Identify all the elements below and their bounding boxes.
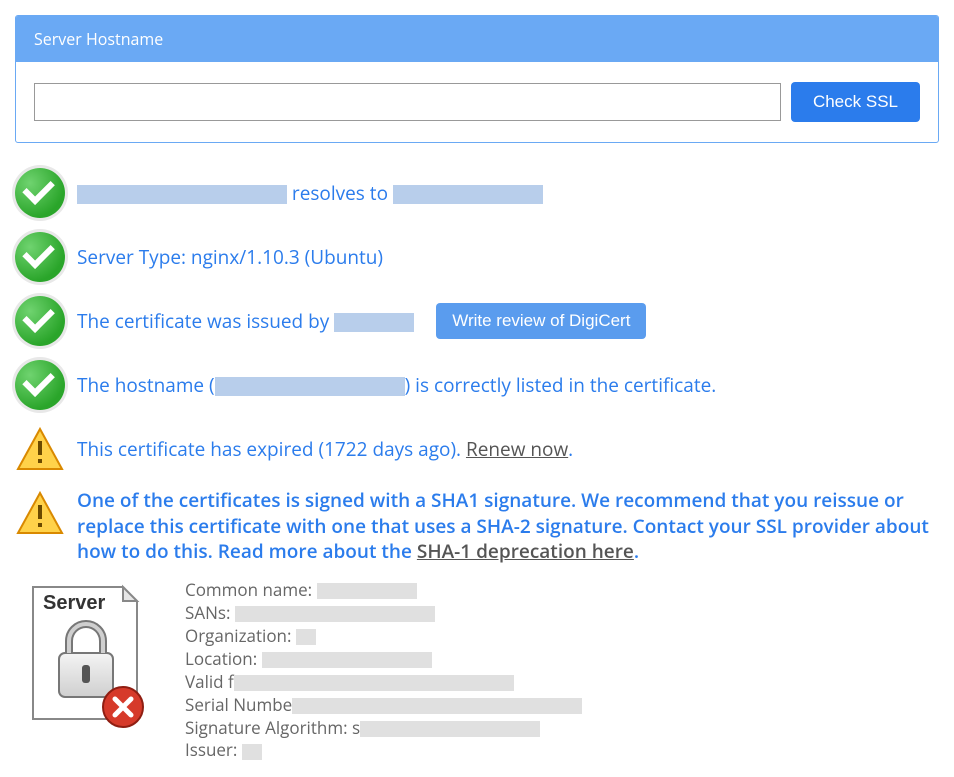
- cert-issuer: Issuer:: [185, 739, 582, 762]
- renew-link[interactable]: Renew now: [466, 436, 568, 462]
- issuer-text: The certificate was issued by: [77, 308, 414, 334]
- result-row-server-type: Server Type: nginx/1.10.3 (Ubuntu): [15, 232, 939, 282]
- cert-common-name: Common name:: [185, 579, 582, 602]
- write-review-button[interactable]: Write review of DigiCert: [436, 303, 646, 339]
- panel-title: Server Hostname: [16, 16, 938, 62]
- cert-location: Location:: [185, 648, 582, 671]
- redacted-hostname: [77, 185, 287, 204]
- cert-valid: Valid f: [185, 671, 582, 694]
- result-row-expired: This certificate has expired (1722 days …: [15, 424, 939, 474]
- warning-icon: [15, 488, 65, 538]
- check-ssl-button[interactable]: Check SSL: [791, 82, 920, 122]
- certificate-details-block: Server Common name: SANs: Organization: …: [15, 579, 939, 763]
- sha1-deprecation-link[interactable]: SHA-1 deprecation here: [417, 538, 634, 564]
- check-icon: [15, 232, 65, 282]
- server-cert-icon: Server: [15, 579, 155, 763]
- result-row-resolves: resolves to: [15, 168, 939, 218]
- hostname-panel: Server Hostname Check SSL: [15, 15, 939, 143]
- cert-serial: Serial Numbe: [185, 694, 582, 717]
- check-icon: [15, 168, 65, 218]
- hostname-input[interactable]: [34, 83, 781, 121]
- cert-organization: Organization:: [185, 625, 582, 648]
- redacted-issuer: [334, 313, 414, 332]
- result-row-sha1: One of the certificates is signed with a…: [15, 488, 939, 565]
- redacted-cert-hostname: [215, 377, 405, 396]
- panel-body: Check SSL: [16, 62, 938, 142]
- result-row-hostname-listed: The hostname () is correctly listed in t…: [15, 360, 939, 410]
- server-badge-text: Server: [43, 592, 105, 614]
- redacted-ip: [393, 185, 543, 204]
- check-icon: [15, 360, 65, 410]
- sha1-text: One of the certificates is signed with a…: [77, 488, 939, 565]
- expired-text: This certificate has expired (1722 days …: [77, 436, 573, 462]
- cert-sans: SANs:: [185, 602, 582, 625]
- result-row-issuer: The certificate was issued by Write revi…: [15, 296, 939, 346]
- resolves-text: resolves to: [77, 180, 543, 206]
- check-icon: [15, 296, 65, 346]
- cert-details-list: Common name: SANs: Organization: Locatio…: [185, 579, 582, 763]
- server-type-text: Server Type: nginx/1.10.3 (Ubuntu): [77, 244, 383, 270]
- cert-sigalg: Signature Algorithm: s: [185, 717, 582, 740]
- hostname-listed-text: The hostname () is correctly listed in t…: [77, 372, 716, 398]
- warning-icon: [15, 424, 65, 474]
